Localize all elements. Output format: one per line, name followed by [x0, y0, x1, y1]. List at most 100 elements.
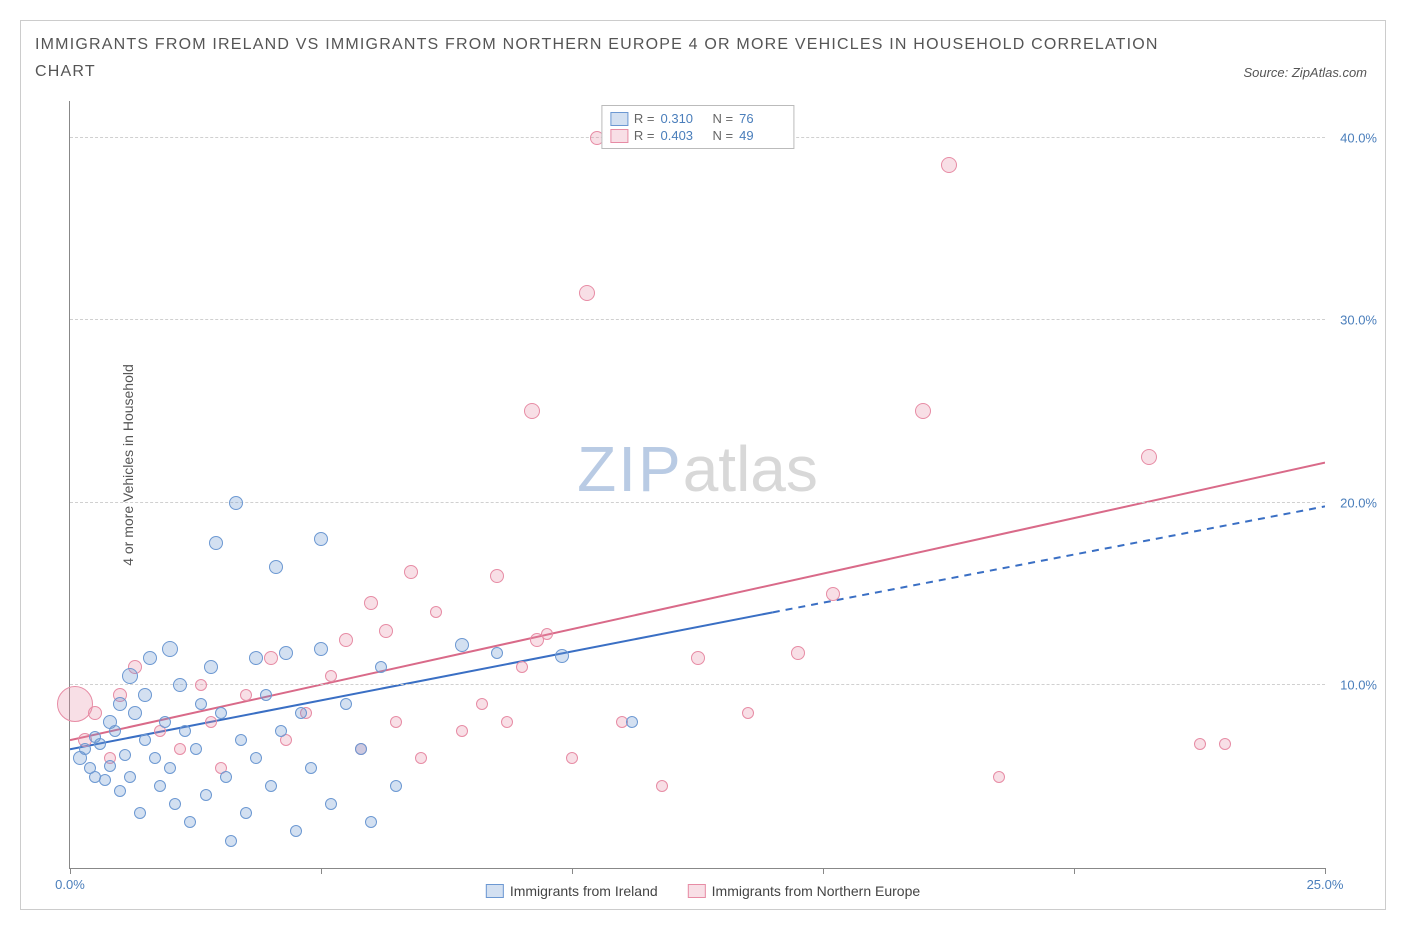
point-a — [124, 771, 136, 783]
point-a — [164, 762, 176, 774]
point-a — [305, 762, 317, 774]
point-a — [325, 798, 337, 810]
legend-b-r-label: R = — [634, 128, 655, 143]
point-a — [99, 774, 111, 786]
point-b — [516, 661, 528, 673]
point-a — [275, 725, 287, 737]
x-tick — [572, 868, 573, 874]
trend-line — [70, 463, 1325, 741]
gridline — [70, 502, 1325, 503]
point-b — [456, 725, 468, 737]
point-b — [993, 771, 1005, 783]
point-a — [215, 707, 227, 719]
point-b — [524, 403, 540, 419]
point-a — [149, 752, 161, 764]
point-b — [791, 646, 805, 660]
point-b — [325, 670, 337, 682]
point-a — [190, 743, 202, 755]
point-a — [128, 706, 142, 720]
plot-area: ZIPatlas R = 0.310 N = 76 R = 0.403 N = … — [69, 101, 1325, 869]
point-a — [159, 716, 171, 728]
legend-series: Immigrants from Ireland Immigrants from … — [486, 883, 920, 899]
point-b — [404, 565, 418, 579]
point-a — [491, 647, 503, 659]
point-b — [390, 716, 402, 728]
point-b — [264, 651, 278, 665]
point-a — [138, 688, 152, 702]
point-a — [225, 835, 237, 847]
legend-a-label: Immigrants from Ireland — [510, 883, 658, 899]
point-b — [941, 157, 957, 173]
x-tick — [1074, 868, 1075, 874]
point-b — [579, 285, 595, 301]
point-a — [169, 798, 181, 810]
point-b — [566, 752, 578, 764]
point-b — [339, 633, 353, 647]
watermark: ZIPatlas — [577, 432, 818, 506]
point-a — [179, 725, 191, 737]
point-b — [205, 716, 217, 728]
point-a — [290, 825, 302, 837]
legend-a-n-value: 76 — [739, 111, 785, 126]
legend-b-label: Immigrants from Northern Europe — [712, 883, 921, 899]
point-a — [340, 698, 352, 710]
point-a — [314, 642, 328, 656]
point-b — [691, 651, 705, 665]
swatch-b-icon — [610, 129, 628, 143]
point-b — [490, 569, 504, 583]
swatch-a-icon — [610, 112, 628, 126]
y-tick-label: 40.0% — [1340, 130, 1377, 145]
legend-stats-row-a: R = 0.310 N = 76 — [610, 110, 785, 127]
point-b — [742, 707, 754, 719]
point-b — [656, 780, 668, 792]
point-b — [88, 706, 102, 720]
point-a — [279, 646, 293, 660]
watermark-atlas: atlas — [683, 433, 818, 505]
swatch-a-icon — [486, 884, 504, 898]
point-a — [113, 697, 127, 711]
x-tick-label: 0.0% — [55, 877, 85, 892]
x-tick — [70, 868, 71, 874]
point-a — [94, 738, 106, 750]
x-tick — [1325, 868, 1326, 874]
x-tick — [823, 868, 824, 874]
trend-line — [773, 506, 1325, 612]
point-a — [365, 816, 377, 828]
chart-title: IMMIGRANTS FROM IRELAND VS IMMIGRANTS FR… — [35, 31, 1185, 85]
chart-container: IMMIGRANTS FROM IRELAND VS IMMIGRANTS FR… — [20, 20, 1386, 910]
point-a — [355, 743, 367, 755]
legend-item-a: Immigrants from Ireland — [486, 883, 658, 899]
point-b — [379, 624, 393, 638]
point-a — [229, 496, 243, 510]
point-a — [209, 536, 223, 550]
point-b — [174, 743, 186, 755]
point-a — [265, 780, 277, 792]
point-a — [269, 560, 283, 574]
point-a — [260, 689, 272, 701]
point-a — [250, 752, 262, 764]
point-b — [195, 679, 207, 691]
point-a — [114, 785, 126, 797]
legend-b-n-value: 49 — [739, 128, 785, 143]
point-a — [375, 661, 387, 673]
legend-a-n-label: N = — [713, 111, 734, 126]
point-a — [122, 668, 138, 684]
point-b — [415, 752, 427, 764]
source-label: Source: ZipAtlas.com — [1243, 65, 1367, 80]
y-tick-label: 30.0% — [1340, 313, 1377, 328]
point-b — [476, 698, 488, 710]
point-a — [184, 816, 196, 828]
point-b — [915, 403, 931, 419]
point-b — [430, 606, 442, 618]
point-b — [240, 689, 252, 701]
point-b — [57, 686, 93, 722]
point-a — [173, 678, 187, 692]
point-a — [455, 638, 469, 652]
point-a — [295, 707, 307, 719]
point-a — [134, 807, 146, 819]
legend-b-r-value: 0.403 — [661, 128, 707, 143]
y-tick-label: 10.0% — [1340, 678, 1377, 693]
legend-stats: R = 0.310 N = 76 R = 0.403 N = 49 — [601, 105, 794, 149]
gridline — [70, 684, 1325, 685]
swatch-b-icon — [688, 884, 706, 898]
